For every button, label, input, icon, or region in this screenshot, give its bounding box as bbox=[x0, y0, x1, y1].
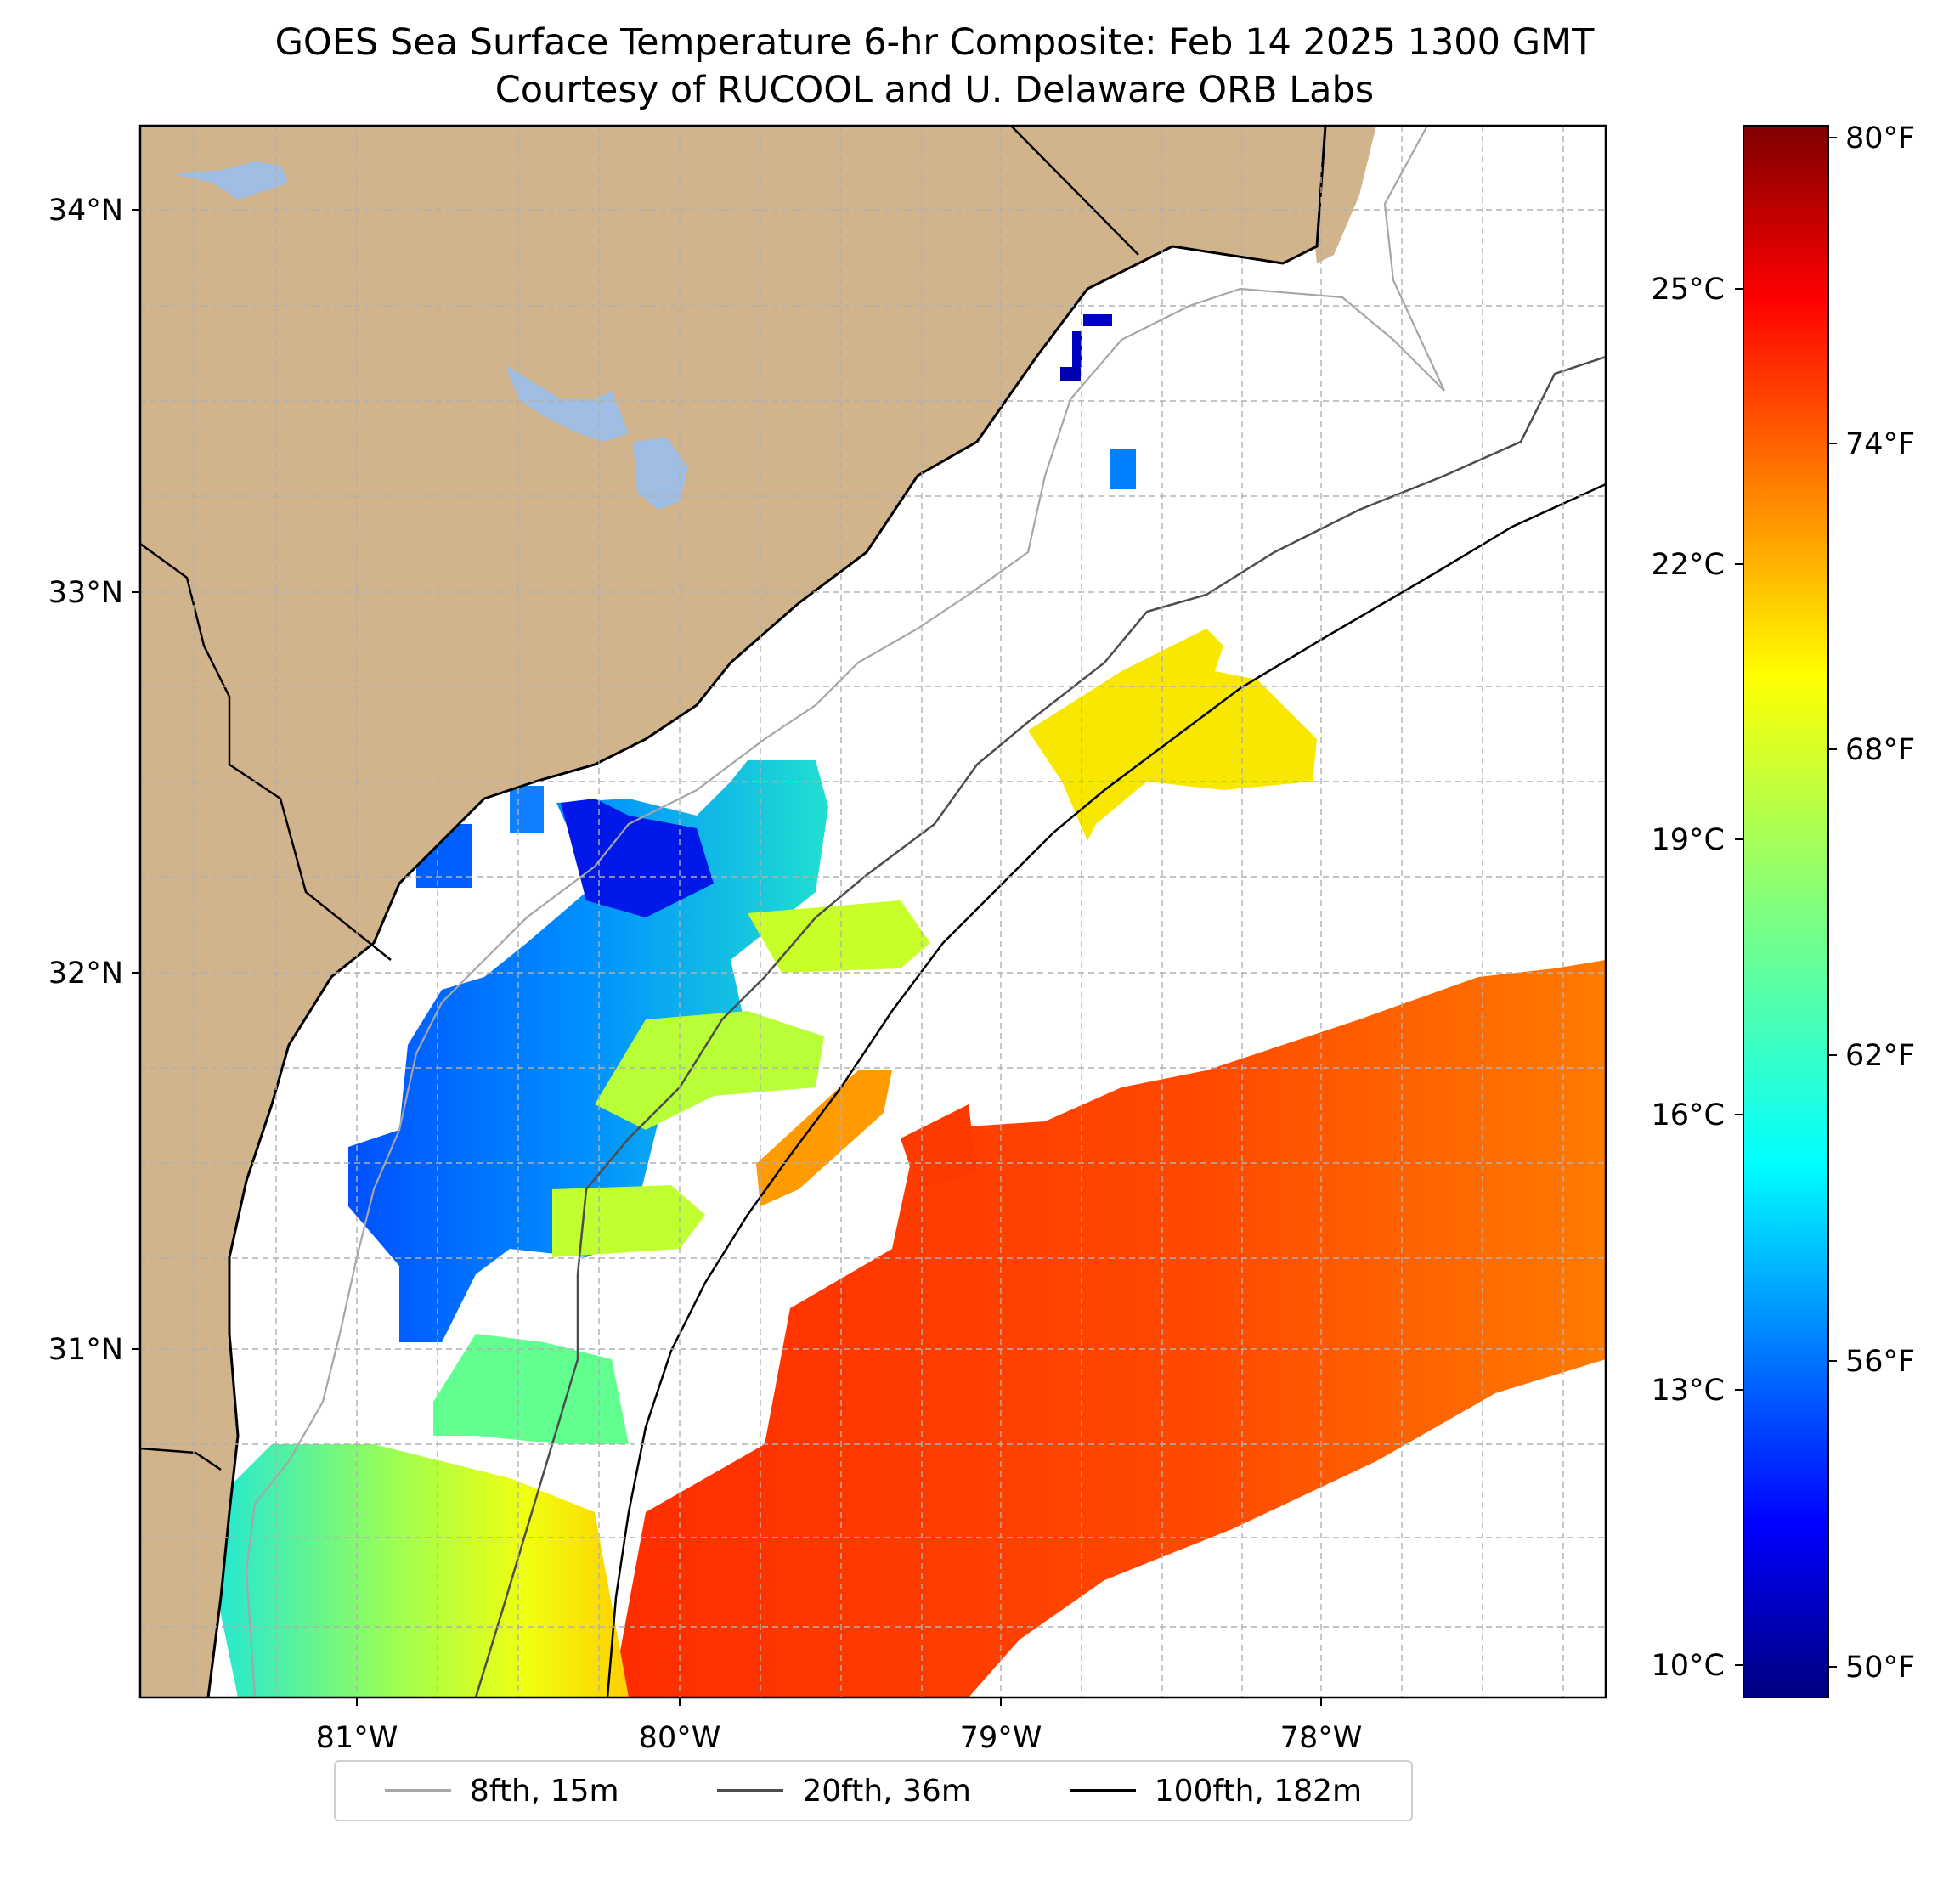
celsius-label: 13°C bbox=[1652, 1374, 1725, 1408]
lat-label: 34°N bbox=[48, 194, 123, 228]
legend-line-20fth bbox=[717, 1789, 784, 1792]
celsius-label: 19°C bbox=[1652, 823, 1725, 857]
legend-line-8fth bbox=[384, 1789, 451, 1792]
lake-3 bbox=[633, 438, 688, 510]
lon-label: 79°W bbox=[960, 1721, 1042, 1755]
land-northeast bbox=[1313, 126, 1376, 263]
sst-warm-region bbox=[612, 960, 1606, 1697]
coastline bbox=[206, 126, 1327, 1697]
legend-item-20fth: 20fth, 36m bbox=[717, 1774, 971, 1809]
map-frame bbox=[138, 124, 1607, 1699]
lon-label: 80°W bbox=[639, 1721, 721, 1755]
lat-label: 33°N bbox=[48, 576, 123, 610]
fahrenheit-label: 80°F bbox=[1845, 121, 1915, 155]
sst-data bbox=[212, 314, 1606, 1697]
lake-2 bbox=[506, 365, 629, 442]
sst-deep-blue-patch bbox=[561, 799, 714, 917]
legend-label: 20fth, 36m bbox=[802, 1773, 971, 1809]
fahrenheit-label: 62°F bbox=[1845, 1039, 1915, 1073]
legend-label: 8fth, 15m bbox=[469, 1773, 619, 1809]
lon-axis: 81°W 80°W 79°W 78°W bbox=[316, 1697, 1363, 1755]
state-border-fl bbox=[140, 1447, 222, 1471]
lake-1 bbox=[174, 161, 289, 200]
sst-pixel bbox=[1072, 331, 1082, 367]
legend: 8fth, 15m 20fth, 36m 100fth, 182m bbox=[334, 1760, 1413, 1821]
isobath-20fth bbox=[474, 355, 1606, 1697]
celsius-label: 16°C bbox=[1652, 1098, 1725, 1132]
celsius-label: 10°C bbox=[1652, 1649, 1725, 1683]
colorbar-gradient bbox=[1743, 125, 1829, 1698]
lat-label: 32°N bbox=[48, 957, 123, 991]
celsius-ticks: 25°C 22°C 19°C 16°C 13°C 10°C bbox=[1652, 273, 1743, 1683]
lon-label: 81°W bbox=[316, 1721, 398, 1755]
map-subtitle: Courtesy of RUCOOL and U. Delaware ORB L… bbox=[494, 69, 1375, 111]
map-title: GOES Sea Surface Temperature 6-hr Compos… bbox=[274, 21, 1595, 64]
fahrenheit-ticks: 80°F 74°F 68°F 62°F 56°F 50°F bbox=[1828, 121, 1915, 1685]
sst-pixel bbox=[510, 786, 544, 833]
lat-label: 31°N bbox=[48, 1333, 123, 1367]
celsius-label: 22°C bbox=[1652, 548, 1725, 582]
sst-pixel bbox=[1083, 314, 1112, 326]
sst-south-region bbox=[212, 1444, 629, 1697]
legend-item-8fth: 8fth, 15m bbox=[384, 1773, 619, 1809]
sst-pixel bbox=[1060, 367, 1081, 381]
legend-item-100fth: 100fth, 182m bbox=[1069, 1773, 1363, 1809]
celsius-label: 25°C bbox=[1652, 273, 1725, 307]
land bbox=[140, 126, 1325, 1697]
fahrenheit-label: 68°F bbox=[1845, 733, 1915, 767]
sst-warm-patch bbox=[901, 1104, 977, 1189]
sst-orange-streak bbox=[756, 1070, 892, 1206]
fahrenheit-label: 56°F bbox=[1845, 1345, 1915, 1379]
map-area bbox=[140, 126, 1606, 1697]
state-border-south bbox=[140, 542, 392, 961]
isobath-100fth bbox=[606, 483, 1606, 1697]
fahrenheit-label: 50°F bbox=[1845, 1651, 1915, 1685]
isobath-8fth bbox=[245, 126, 1445, 1697]
sst-cool-region bbox=[348, 760, 828, 1342]
sst-green-patch-2 bbox=[595, 1011, 824, 1130]
gridlines bbox=[140, 126, 1606, 1697]
lat-axis: 34°N 33°N 32°N 31°N bbox=[48, 194, 140, 1367]
fahrenheit-label: 74°F bbox=[1845, 427, 1915, 461]
sst-south-green-patch bbox=[433, 1334, 629, 1444]
sst-pixel bbox=[1110, 449, 1136, 489]
legend-line-100fth bbox=[1069, 1789, 1136, 1792]
legend-label: 100fth, 182m bbox=[1154, 1773, 1363, 1809]
colorbar: 25°C 22°C 19°C 16°C 13°C 10°C 80°F 74°F … bbox=[1652, 121, 1915, 1698]
sst-yellow-region bbox=[1028, 629, 1317, 841]
sst-green-patch bbox=[748, 900, 930, 973]
sst-green-patch-3 bbox=[552, 1185, 705, 1257]
lon-label: 78°W bbox=[1280, 1721, 1363, 1755]
state-border bbox=[1010, 126, 1139, 256]
